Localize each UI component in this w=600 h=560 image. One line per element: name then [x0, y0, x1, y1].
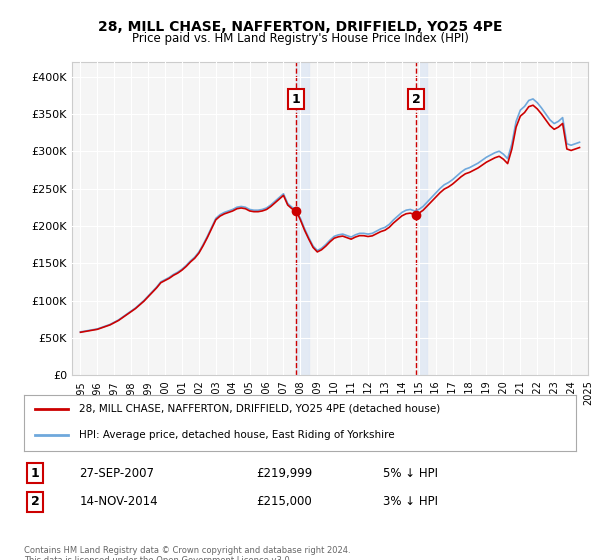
Text: 3% ↓ HPI: 3% ↓ HPI: [383, 495, 438, 508]
Text: HPI: Average price, detached house, East Riding of Yorkshire: HPI: Average price, detached house, East…: [79, 430, 395, 440]
Text: 28, MILL CHASE, NAFFERTON, DRIFFIELD, YO25 4PE (detached house): 28, MILL CHASE, NAFFERTON, DRIFFIELD, YO…: [79, 404, 440, 414]
Text: £215,000: £215,000: [256, 495, 311, 508]
Text: 2: 2: [31, 495, 40, 508]
Text: 1: 1: [292, 93, 301, 106]
Text: 14-NOV-2014: 14-NOV-2014: [79, 495, 158, 508]
Text: 1: 1: [31, 466, 40, 479]
Text: 28, MILL CHASE, NAFFERTON, DRIFFIELD, YO25 4PE: 28, MILL CHASE, NAFFERTON, DRIFFIELD, YO…: [98, 20, 502, 34]
Text: Price paid vs. HM Land Registry's House Price Index (HPI): Price paid vs. HM Land Registry's House …: [131, 32, 469, 45]
Text: 27-SEP-2007: 27-SEP-2007: [79, 466, 154, 479]
Text: Contains HM Land Registry data © Crown copyright and database right 2024.
This d: Contains HM Land Registry data © Crown c…: [24, 546, 350, 560]
Text: 2: 2: [412, 93, 421, 106]
Text: £219,999: £219,999: [256, 466, 312, 479]
Text: 5% ↓ HPI: 5% ↓ HPI: [383, 466, 438, 479]
